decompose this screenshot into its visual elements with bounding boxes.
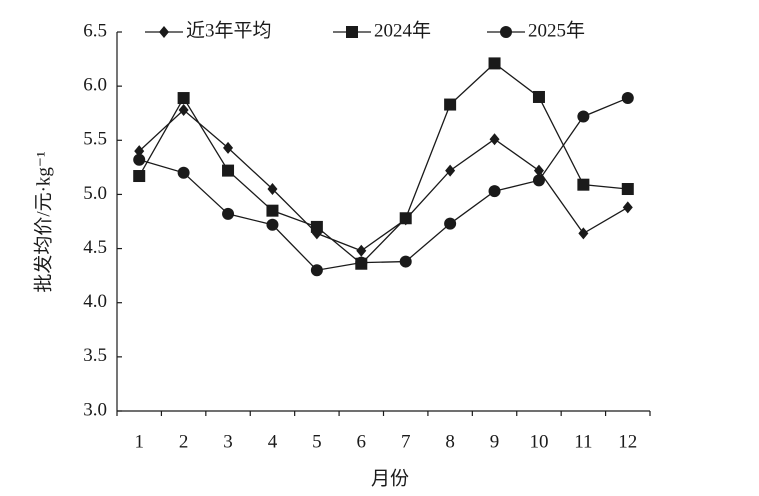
x-tick-label: 5	[312, 431, 322, 452]
data-point	[532, 90, 545, 103]
x-tick-label: 6	[357, 431, 367, 452]
data-point	[133, 170, 146, 183]
y-tick-label: 5.5	[83, 129, 107, 150]
legend-label: 2025年	[528, 19, 585, 41]
y-tick-label: 3.5	[83, 345, 107, 366]
x-tick-label: 1	[134, 431, 144, 452]
legend-label: 2024年	[374, 19, 431, 41]
data-point	[266, 204, 279, 217]
series-line	[138, 109, 629, 252]
data-point	[622, 201, 633, 214]
data-point	[489, 133, 500, 146]
data-point	[178, 103, 189, 116]
data-point	[399, 255, 412, 268]
x-axis-title: 月份	[371, 467, 409, 489]
x-tick-label: 2	[179, 431, 189, 452]
data-point	[310, 264, 323, 277]
legend-marker	[346, 26, 358, 38]
x-tick-label: 12	[618, 431, 637, 452]
y-tick-label: 3.0	[83, 399, 107, 420]
legend-marker	[159, 26, 169, 38]
data-point	[445, 164, 456, 177]
data-point	[621, 183, 634, 196]
series-line	[138, 62, 628, 265]
y-tick-label: 4.0	[83, 291, 107, 312]
data-point	[577, 178, 590, 191]
series-line	[139, 97, 629, 271]
data-point	[177, 166, 190, 179]
data-point	[399, 212, 412, 225]
y-tick-label: 4.5	[83, 237, 107, 258]
y-tick-label: 6.0	[83, 75, 107, 96]
y-tick-label: 6.5	[83, 20, 107, 41]
data-point	[222, 207, 235, 220]
x-tick-label: 10	[529, 431, 548, 452]
data-point	[444, 98, 457, 111]
data-point	[532, 174, 545, 187]
legend-marker	[500, 26, 512, 38]
x-tick-label: 7	[401, 431, 411, 452]
data-point	[621, 92, 634, 105]
x-tick-label: 9	[490, 431, 500, 452]
data-point	[133, 153, 146, 166]
x-tick-label: 11	[574, 431, 592, 452]
data-point	[223, 141, 234, 154]
data-point	[444, 217, 457, 230]
data-point	[310, 220, 323, 233]
data-point	[488, 57, 501, 70]
data-point	[266, 218, 279, 231]
data-point	[356, 244, 367, 257]
legend-label: 近3年平均	[186, 19, 272, 41]
y-tick-label: 5.0	[83, 183, 107, 204]
data-point	[533, 164, 544, 177]
data-point	[488, 185, 501, 198]
x-tick-label: 3	[223, 431, 233, 452]
data-point	[222, 164, 235, 177]
data-point	[577, 110, 590, 123]
data-point	[355, 256, 368, 269]
data-point	[134, 145, 145, 158]
data-point	[267, 183, 278, 196]
x-tick-label: 8	[445, 431, 455, 452]
data-point	[177, 92, 190, 105]
x-tick-label: 4	[268, 431, 278, 452]
data-point	[578, 227, 589, 240]
y-axis-title: 批发均价/元·kg⁻¹	[32, 151, 54, 293]
